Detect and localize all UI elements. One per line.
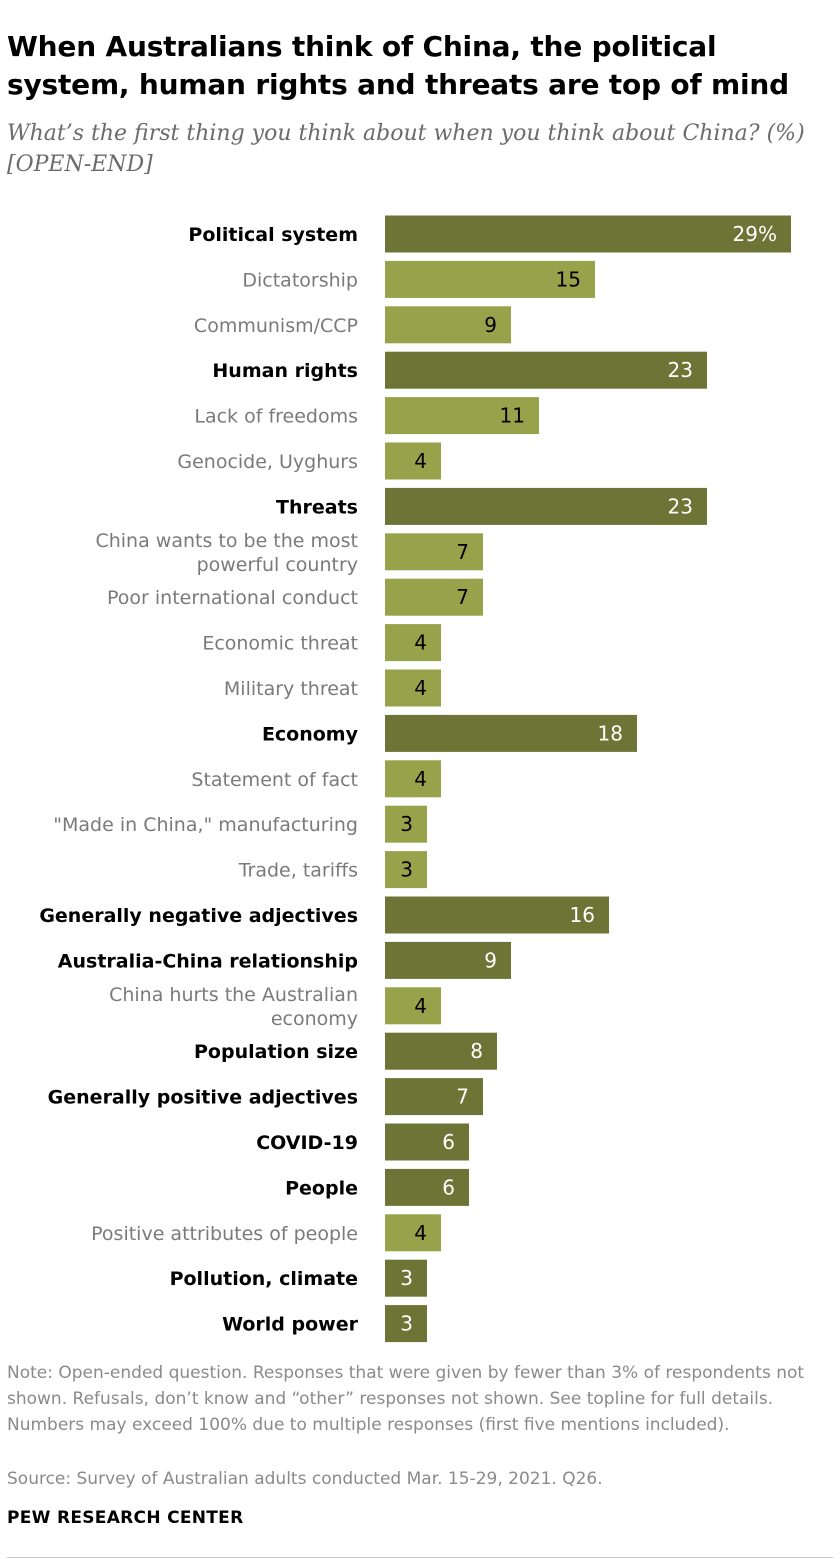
bar-21 [385,1168,469,1206]
bar-value-label: 7 [456,540,469,564]
bar-value-label: 4 [414,449,427,473]
bar-value-label: 9 [484,948,497,972]
bar-6 [385,487,707,525]
bar-value-label: 6 [442,1130,455,1154]
category-label: Military threat [224,678,358,700]
category-label: World power [222,1314,359,1336]
bar-value-label: 3 [400,1266,413,1290]
chart-note: Note: Open-ended question. Responses tha… [7,1363,805,1435]
bar-value-label: 4 [414,1221,427,1245]
bar-value-label: 7 [456,585,469,609]
category-label: Positive attributes of people [91,1223,358,1245]
category-label: "Made in China," manufacturing [53,814,358,836]
bar-value-label: 15 [556,267,581,291]
brand-logo-text: PEW RESEARCH CENTER [7,1508,244,1528]
bar-3 [385,351,707,389]
category-label: Threats [276,496,358,518]
bar-value-label: 18 [598,721,623,745]
category-label: Population size [194,1041,358,1063]
bar-18 [385,1032,497,1070]
bar-value-label: 3 [400,858,413,882]
category-label: Economy [262,723,359,745]
bar-value-label: 16 [570,903,595,927]
category-label: Human rights [212,360,358,382]
category-label: Pollution, climate [170,1268,358,1290]
bar-value-label: 4 [414,631,427,655]
bar-4 [385,397,539,435]
bar-value-label: 23 [668,494,693,518]
bar-2 [385,306,511,344]
bar-23 [385,1259,427,1297]
category-label: Trade, tariffs [238,860,358,882]
bar-17 [385,987,441,1025]
bottom-divider [7,1557,833,1558]
bar-value-label: 7 [456,1085,469,1109]
category-label: Genocide, Uyghurs [177,451,358,473]
bar-7 [385,533,483,571]
bar-value-label: 11 [500,404,525,428]
bar-13 [385,805,427,843]
bar-value-label: 4 [414,676,427,700]
bar-12 [385,760,441,798]
bar-value-label: 8 [470,1039,483,1063]
bar-14 [385,851,427,889]
bar-value-label: 9 [484,313,497,337]
bar-value-label: 23 [668,358,693,382]
category-label: COVID-19 [256,1132,358,1154]
bar-1 [385,260,595,298]
bar-19 [385,1078,483,1116]
bar-chart: 29% Political system 15 Dictatorship 9 Commun… [39,215,791,1343]
bar-value-label: 4 [414,767,427,791]
category-label: Generally positive adjectives [48,1087,358,1109]
bar-0 [385,215,791,253]
chart-title: When Australians think of China, the pol… [7,30,789,101]
bar-value-label: 3 [400,812,413,836]
category-label: People [285,1177,358,1199]
category-label: China wants to be the most powerful count… [95,530,358,576]
category-label: Statement of fact [191,769,358,791]
bar-11 [385,714,637,752]
category-label: Economic threat [202,633,358,655]
bar-value-label: 4 [414,994,427,1018]
category-label: China hurts the Australian economy [109,984,358,1030]
bar-20 [385,1123,469,1161]
chart-subtitle: What’s the first thing you think about w… [7,121,805,177]
bar-15 [385,896,609,934]
category-label: Generally negative adjectives [39,905,358,927]
bar-value-label: 3 [400,1312,413,1336]
bar-10 [385,669,441,707]
category-label: Political system [188,224,358,246]
category-label: Poor international conduct [107,587,358,609]
bar-5 [385,442,441,480]
bar-16 [385,941,511,979]
bar-9 [385,624,441,662]
category-label: Australia-China relationship [58,950,358,972]
category-label: Dictatorship [242,269,358,291]
bar-8 [385,578,483,616]
category-label: Lack of freedoms [194,406,358,428]
bar-24 [385,1305,427,1343]
category-label: Communism/CCP [194,315,358,337]
chart-source: Source: Survey of Australian adults cond… [7,1469,603,1489]
bar-value-label: 29% [733,222,777,246]
bar-value-label: 6 [442,1175,455,1199]
bar-22 [385,1214,441,1252]
